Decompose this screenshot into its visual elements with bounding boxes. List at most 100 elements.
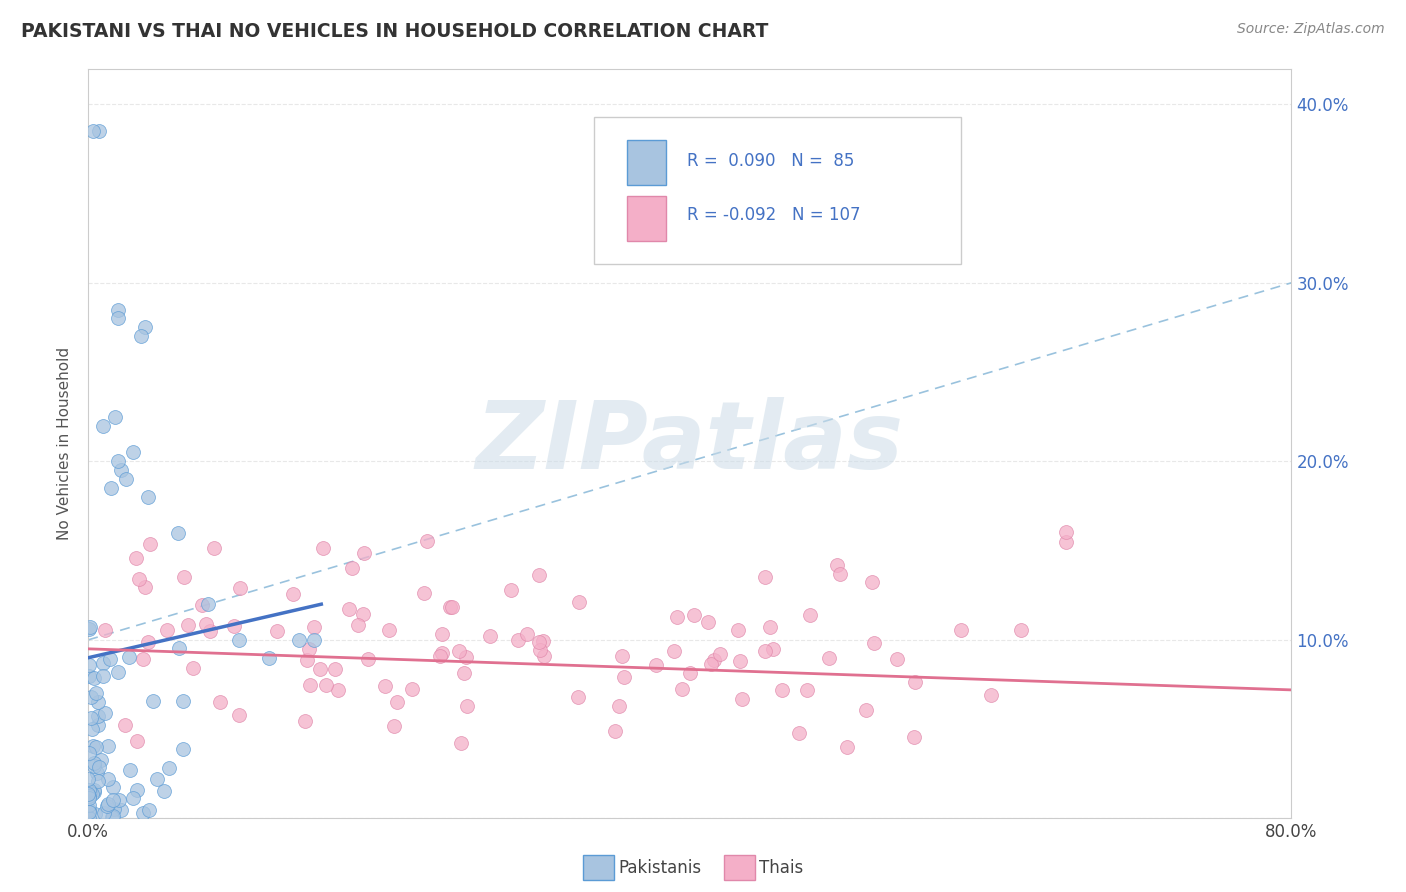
Point bbox=[114, 718, 136, 732]
Point bbox=[799, 607, 821, 622]
Point bbox=[177, 618, 200, 632]
Point bbox=[228, 708, 250, 723]
Point bbox=[603, 723, 626, 738]
Point bbox=[172, 694, 194, 708]
Point bbox=[122, 791, 145, 805]
Point bbox=[77, 790, 100, 805]
Point bbox=[107, 454, 129, 468]
Point bbox=[679, 666, 702, 681]
Point bbox=[83, 783, 105, 797]
Point bbox=[136, 490, 159, 504]
Point bbox=[125, 551, 148, 566]
Point bbox=[131, 651, 153, 665]
Point bbox=[89, 753, 111, 767]
Point bbox=[671, 682, 693, 697]
Point bbox=[325, 662, 347, 676]
Point bbox=[449, 644, 471, 658]
Point bbox=[77, 789, 100, 804]
Point bbox=[479, 629, 502, 643]
Point bbox=[83, 671, 105, 685]
Point bbox=[610, 648, 633, 663]
Point bbox=[949, 623, 972, 637]
Point bbox=[727, 623, 749, 637]
Point bbox=[172, 741, 194, 756]
Point bbox=[125, 782, 148, 797]
Point bbox=[114, 472, 136, 486]
Text: Pakistanis: Pakistanis bbox=[619, 859, 702, 877]
Text: R = -0.092   N = 107: R = -0.092 N = 107 bbox=[688, 206, 860, 224]
Point bbox=[84, 739, 107, 754]
Point bbox=[499, 583, 522, 598]
Point bbox=[302, 620, 325, 634]
Point bbox=[93, 706, 115, 721]
Point bbox=[169, 641, 191, 656]
Point bbox=[153, 784, 176, 798]
Point bbox=[567, 595, 589, 609]
Point bbox=[107, 302, 129, 317]
Point bbox=[450, 737, 472, 751]
Point bbox=[136, 635, 159, 649]
Point bbox=[855, 703, 877, 717]
Point bbox=[308, 662, 330, 676]
Point bbox=[117, 649, 139, 664]
Point bbox=[83, 756, 105, 770]
Point bbox=[146, 772, 169, 786]
Point bbox=[378, 624, 401, 638]
Point bbox=[97, 797, 120, 811]
Point bbox=[134, 320, 156, 334]
Bar bbox=[627, 140, 665, 185]
Point bbox=[228, 632, 250, 647]
Point bbox=[645, 658, 668, 673]
Point bbox=[682, 607, 704, 622]
Point bbox=[730, 692, 752, 706]
Point bbox=[77, 782, 100, 797]
Point bbox=[77, 772, 100, 787]
Point bbox=[101, 780, 124, 794]
Point bbox=[529, 635, 551, 649]
Point bbox=[754, 644, 776, 658]
Point bbox=[295, 653, 318, 667]
Point bbox=[125, 733, 148, 747]
Point bbox=[413, 585, 436, 599]
Point bbox=[110, 463, 132, 477]
Point bbox=[385, 694, 408, 708]
Point bbox=[315, 678, 337, 692]
Point bbox=[87, 760, 110, 774]
Point bbox=[97, 772, 120, 786]
Point bbox=[77, 622, 100, 636]
Point bbox=[101, 809, 124, 823]
Point bbox=[82, 124, 104, 138]
Point bbox=[860, 574, 883, 589]
Point bbox=[441, 599, 464, 614]
Point bbox=[770, 683, 793, 698]
Point bbox=[80, 711, 103, 725]
Point bbox=[302, 632, 325, 647]
Point bbox=[229, 581, 252, 595]
Point bbox=[139, 536, 162, 550]
Point bbox=[506, 633, 529, 648]
Point bbox=[77, 658, 100, 673]
Point bbox=[662, 644, 685, 658]
Point bbox=[346, 618, 368, 632]
Point bbox=[352, 607, 374, 621]
Point bbox=[96, 798, 118, 813]
Point bbox=[86, 765, 108, 780]
Point bbox=[439, 600, 461, 615]
Point bbox=[98, 652, 121, 666]
Point bbox=[224, 619, 246, 633]
Point bbox=[759, 620, 782, 634]
Point bbox=[666, 610, 689, 624]
Point bbox=[818, 651, 841, 665]
Point bbox=[131, 805, 153, 820]
Point bbox=[80, 787, 103, 801]
Point bbox=[430, 646, 453, 660]
Point bbox=[103, 809, 125, 823]
Point bbox=[709, 648, 731, 662]
Point bbox=[91, 418, 114, 433]
Point bbox=[104, 409, 127, 424]
Point bbox=[79, 620, 101, 634]
Point bbox=[91, 668, 114, 682]
Point bbox=[128, 572, 150, 586]
Text: Source: ZipAtlas.com: Source: ZipAtlas.com bbox=[1237, 22, 1385, 37]
Point bbox=[456, 650, 478, 665]
